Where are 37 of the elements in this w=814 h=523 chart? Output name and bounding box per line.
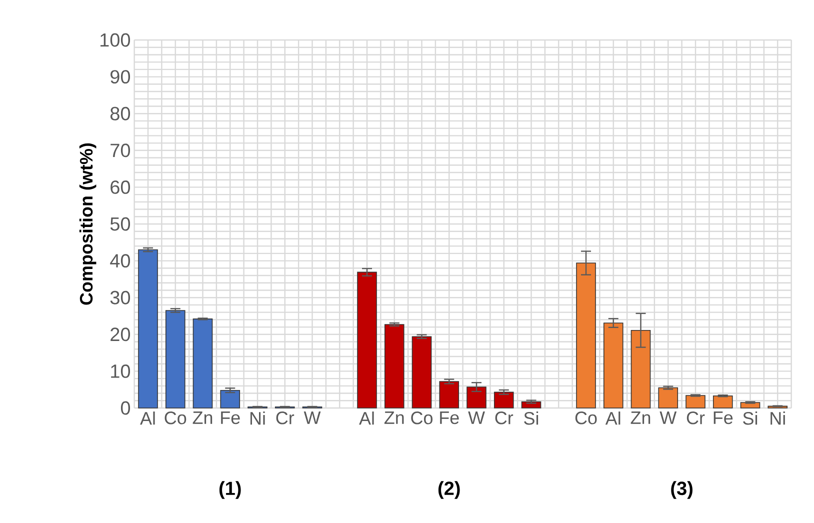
- x-tick-label: Al: [140, 412, 155, 425]
- y-tick-label: 40: [110, 254, 130, 268]
- x-tick-label: Zn: [630, 412, 650, 424]
- x-tick-label: Fe: [440, 412, 459, 424]
- text: (2): [438, 481, 460, 499]
- y-tick-label: 70: [110, 144, 130, 158]
- y-tick-label: 10: [111, 364, 130, 378]
- y-tick-label: 20: [110, 328, 130, 342]
- y-tick-label: 80: [110, 106, 130, 120]
- y-tick-label: 30: [110, 290, 130, 304]
- x-tick-label: W: [468, 412, 485, 424]
- y-tick-label: 100: [100, 33, 130, 47]
- x-tick-label: Cr: [686, 412, 705, 424]
- x-tick-label: Co: [411, 412, 432, 424]
- x-tick-label: Fe: [714, 412, 733, 424]
- x-tick-label: Si: [743, 412, 758, 425]
- text: (1): [219, 481, 241, 499]
- y-axis-title: Composition (wt%): [79, 143, 96, 305]
- x-tick-label: Fe: [221, 412, 240, 424]
- x-tick-label: W: [660, 412, 677, 424]
- x-tick-label: Zn: [192, 412, 212, 424]
- x-tick-label: Al: [359, 412, 374, 425]
- x-tick-label: Cr: [276, 412, 294, 424]
- x-tick-label: Si: [524, 412, 538, 425]
- x-tick-label: Co: [575, 412, 597, 424]
- x-tick-label: Co: [164, 412, 186, 424]
- x-tick-label: Ni: [250, 412, 265, 425]
- text: (3): [671, 481, 692, 499]
- y-tick-label: 60: [110, 180, 130, 194]
- x-tick-label: Zn: [384, 412, 404, 424]
- y-tick-label: 90: [110, 70, 130, 84]
- x-tick-label: Ni: [770, 412, 785, 425]
- x-tick-label: Al: [605, 412, 620, 425]
- y-tick-label: 50: [110, 217, 130, 231]
- x-tick-label: W: [304, 412, 321, 424]
- y-tick-label: 0: [120, 401, 130, 415]
- x-tick-label: Cr: [495, 412, 514, 424]
